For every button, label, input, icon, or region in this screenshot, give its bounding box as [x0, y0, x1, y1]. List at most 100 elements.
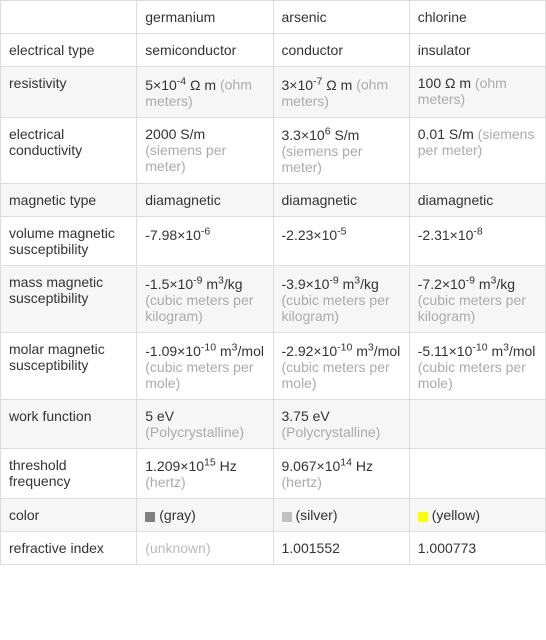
cell-germanium: -1.5×10-9 m3/kg (cubic meters per kilogr…: [137, 266, 273, 333]
header-germanium: germanium: [137, 1, 273, 34]
cell-unit: (siemens per meter): [282, 143, 363, 175]
table-row: resistivity5×10-4 Ω m (ohm meters)3×10-7…: [1, 67, 546, 118]
row-label: electrical conductivity: [1, 117, 137, 184]
cell-arsenic: conductor: [273, 34, 409, 67]
table-row: electrical type semiconductor conductor ins…: [1, 34, 546, 67]
table-row: electrical conductivity2000 S/m (siemens…: [1, 117, 546, 184]
cell-germanium: -7.98×10-6: [137, 217, 273, 266]
cell-chlorine: [409, 448, 545, 499]
comparison-table: germanium arsenic chlorine electrical ty…: [0, 0, 546, 565]
row-label: mass magnetic susceptibility: [1, 266, 137, 333]
cell-chlorine: insulator: [409, 34, 545, 67]
row-label: electrical type: [1, 34, 137, 67]
cell-value: (yellow): [432, 507, 480, 523]
cell-chlorine: [409, 399, 545, 448]
cell-chlorine: (yellow): [409, 499, 545, 532]
cell-value: 9.067×1014 Hz: [282, 458, 373, 474]
cell-value: 1.000773: [418, 540, 476, 556]
cell-value: 3×10-7 Ω m: [282, 77, 353, 93]
cell-value: -1.5×10-9 m3/kg: [145, 276, 242, 292]
cell-unit: (cubic meters per mole): [145, 359, 253, 391]
cell-unit: (cubic meters per kilogram): [145, 292, 253, 324]
row-label: threshold frequency: [1, 448, 137, 499]
row-label: resistivity: [1, 67, 137, 118]
row-label: molar magnetic susceptibility: [1, 332, 137, 399]
cell-value: -7.2×10-9 m3/kg: [418, 276, 515, 292]
cell-unit: (cubic meters per mole): [418, 359, 526, 391]
cell-value: -5.11×10-10 m3/mol: [418, 343, 536, 359]
cell-value: 1.209×1015 Hz: [145, 458, 236, 474]
cell-value: 5×10-4 Ω m: [145, 77, 216, 93]
cell-chlorine: diamagnetic: [409, 184, 545, 217]
table-row: molar magnetic susceptibility-1.09×10-10…: [1, 332, 546, 399]
cell-chlorine: 1.000773: [409, 532, 545, 565]
cell-value: -7.98×10-6: [145, 227, 210, 243]
cell-germanium: 5 eV (Polycrystalline): [137, 399, 273, 448]
color-swatch: [145, 512, 155, 522]
header-blank: [1, 1, 137, 34]
table-row: color (gray) (silver) (yellow): [1, 499, 546, 532]
cell-value: diamagnetic: [145, 192, 221, 208]
cell-value: 3.3×106 S/m: [282, 127, 360, 143]
cell-value: diamagnetic: [282, 192, 358, 208]
table-row: refractive index (unknown) 1.001552 1.00077…: [1, 532, 546, 565]
cell-unit: (Polycrystalline): [282, 424, 381, 440]
cell-germanium: 2000 S/m (siemens per meter): [137, 117, 273, 184]
cell-unit: (hertz): [145, 474, 185, 490]
cell-germanium: diamagnetic: [137, 184, 273, 217]
cell-unknown: (unknown): [145, 540, 210, 556]
cell-arsenic: 3×10-7 Ω m (ohm meters): [273, 67, 409, 118]
cell-chlorine: 100 Ω m (ohm meters): [409, 67, 545, 118]
row-label: color: [1, 499, 137, 532]
cell-value: -2.23×10-5: [282, 227, 347, 243]
table-body: electrical type semiconductor conductor ins…: [1, 34, 546, 565]
cell-arsenic: diamagnetic: [273, 184, 409, 217]
cell-chlorine: 0.01 S/m (siemens per meter): [409, 117, 545, 184]
table-row: work function5 eV (Polycrystalline)3.75 …: [1, 399, 546, 448]
cell-value: -2.92×10-10 m3/mol: [282, 343, 401, 359]
cell-arsenic: (silver): [273, 499, 409, 532]
cell-value: 0.01 S/m: [418, 126, 474, 142]
cell-value: semiconductor: [145, 42, 236, 58]
cell-chlorine: -7.2×10-9 m3/kg (cubic meters per kilogr…: [409, 266, 545, 333]
cell-arsenic: 3.75 eV (Polycrystalline): [273, 399, 409, 448]
color-swatch: [282, 512, 292, 522]
table-header-row: germanium arsenic chlorine: [1, 1, 546, 34]
color-swatch: [418, 512, 428, 522]
row-label: work function: [1, 399, 137, 448]
cell-unit: (hertz): [282, 474, 322, 490]
cell-unit: (cubic meters per mole): [282, 359, 390, 391]
cell-chlorine: -2.31×10-8: [409, 217, 545, 266]
cell-value: -2.31×10-8: [418, 227, 483, 243]
cell-germanium: 5×10-4 Ω m (ohm meters): [137, 67, 273, 118]
cell-unit: (siemens per meter): [145, 142, 226, 174]
cell-arsenic: -3.9×10-9 m3/kg (cubic meters per kilogr…: [273, 266, 409, 333]
cell-value: 2000 S/m: [145, 126, 205, 142]
cell-value: 1.001552: [282, 540, 340, 556]
cell-arsenic: -2.92×10-10 m3/mol (cubic meters per mol…: [273, 332, 409, 399]
cell-value: -1.09×10-10 m3/mol: [145, 343, 264, 359]
cell-germanium: -1.09×10-10 m3/mol (cubic meters per mol…: [137, 332, 273, 399]
table-row: magnetic type diamagnetic diamagnetic diama…: [1, 184, 546, 217]
row-label: refractive index: [1, 532, 137, 565]
cell-value: 3.75 eV: [282, 408, 330, 424]
header-arsenic: arsenic: [273, 1, 409, 34]
cell-unit: (cubic meters per kilogram): [282, 292, 390, 324]
cell-germanium: semiconductor: [137, 34, 273, 67]
row-label: magnetic type: [1, 184, 137, 217]
cell-unit: (Polycrystalline): [145, 424, 244, 440]
cell-value: 5 eV: [145, 408, 174, 424]
header-chlorine: chlorine: [409, 1, 545, 34]
cell-value: insulator: [418, 42, 471, 58]
cell-germanium: (unknown): [137, 532, 273, 565]
row-label: volume magnetic susceptibility: [1, 217, 137, 266]
cell-value: 100 Ω m: [418, 75, 471, 91]
cell-value: -3.9×10-9 m3/kg: [282, 276, 379, 292]
cell-chlorine: -5.11×10-10 m3/mol (cubic meters per mol…: [409, 332, 545, 399]
cell-value: (silver): [296, 507, 338, 523]
table-row: mass magnetic susceptibility-1.5×10-9 m3…: [1, 266, 546, 333]
cell-value: diamagnetic: [418, 192, 494, 208]
table-row: threshold frequency 1.209×1015 Hz (hertz)…: [1, 448, 546, 499]
cell-value: (gray): [159, 507, 196, 523]
table-row: volume magnetic susceptibility -7.98×10-6…: [1, 217, 546, 266]
